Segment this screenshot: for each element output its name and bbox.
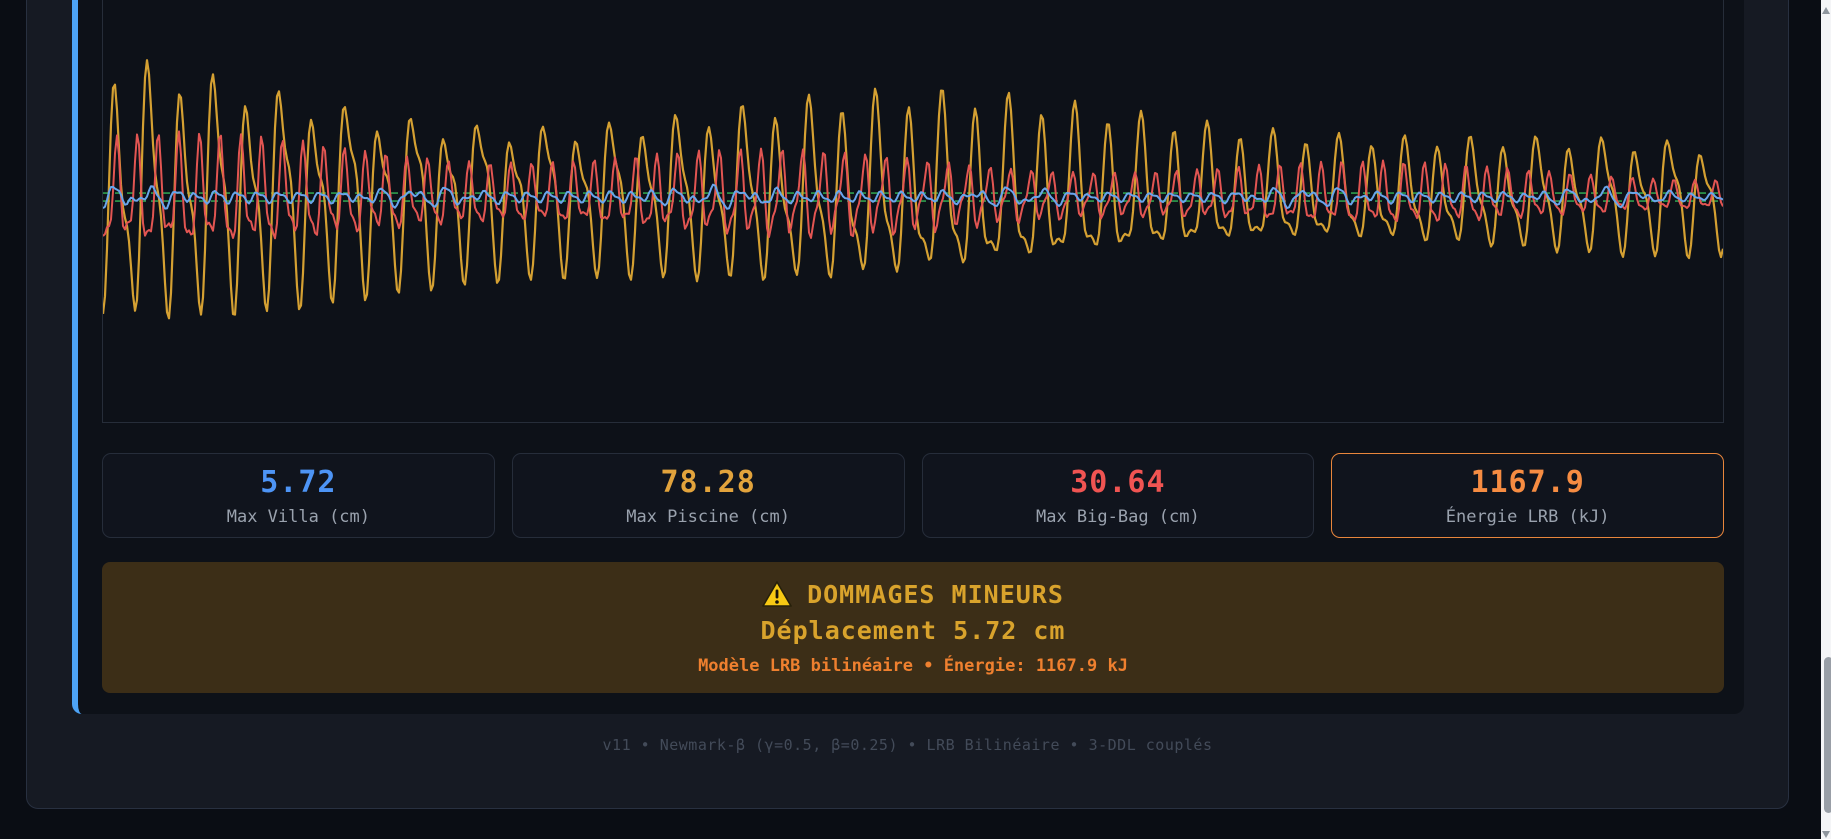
stat-card-piscine: 78.28 Max Piscine (cm) — [511, 453, 905, 538]
stat-card-energy: 1167.9 Énergie LRB (kJ) — [1331, 453, 1724, 538]
stats-row: 5.72 Max Villa (cm) 78.28 Max Piscine (c… — [102, 453, 1724, 538]
warning-triangle-icon — [762, 580, 792, 607]
stat-value: 5.72 — [260, 464, 337, 500]
displacement-chart — [103, 59, 1723, 320]
scroll-down-icon[interactable] — [1822, 831, 1830, 838]
stat-value: 78.28 — [660, 464, 756, 500]
alert-detail: Modèle LRB bilinéaire • Énergie: 1167.9 … — [698, 655, 1128, 676]
alert-title-row: DOMMAGES MINEURS — [762, 580, 1064, 609]
damage-alert-banner: DOMMAGES MINEURS Déplacement 5.72 cm Mod… — [102, 562, 1724, 693]
stat-value: 1167.9 — [1470, 464, 1585, 500]
footer-status: v11 • Newmark-β (γ=0.5, β=0.25) • LRB Bi… — [602, 736, 1213, 754]
chart-panel — [102, 0, 1724, 423]
stat-label: Max Big-Bag (cm) — [1035, 506, 1200, 527]
stat-card-villa: 5.72 Max Villa (cm) — [102, 453, 495, 538]
main-panel: 5.72 Max Villa (cm) 78.28 Max Piscine (c… — [26, 0, 1789, 809]
alert-title: DOMMAGES MINEURS — [807, 579, 1064, 609]
series-big-bag — [103, 130, 1723, 240]
alert-subtitle: Déplacement 5.72 cm — [760, 615, 1066, 645]
scrollbar-thumb[interactable] — [1824, 657, 1831, 813]
series-villa — [103, 183, 1723, 210]
stat-card-bigbag: 30.64 Max Big-Bag (cm) — [921, 453, 1315, 538]
stat-label: Énergie LRB (kJ) — [1445, 506, 1610, 527]
scrollbar-track[interactable] — [1821, 0, 1831, 839]
result-card: 5.72 Max Villa (cm) 78.28 Max Piscine (c… — [72, 0, 1744, 714]
stat-value: 30.64 — [1070, 464, 1166, 500]
scroll-up-icon[interactable] — [1822, 7, 1830, 14]
stat-label: Max Piscine (cm) — [626, 506, 790, 527]
series-piscine — [103, 59, 1723, 320]
stat-label: Max Villa (cm) — [226, 506, 371, 527]
